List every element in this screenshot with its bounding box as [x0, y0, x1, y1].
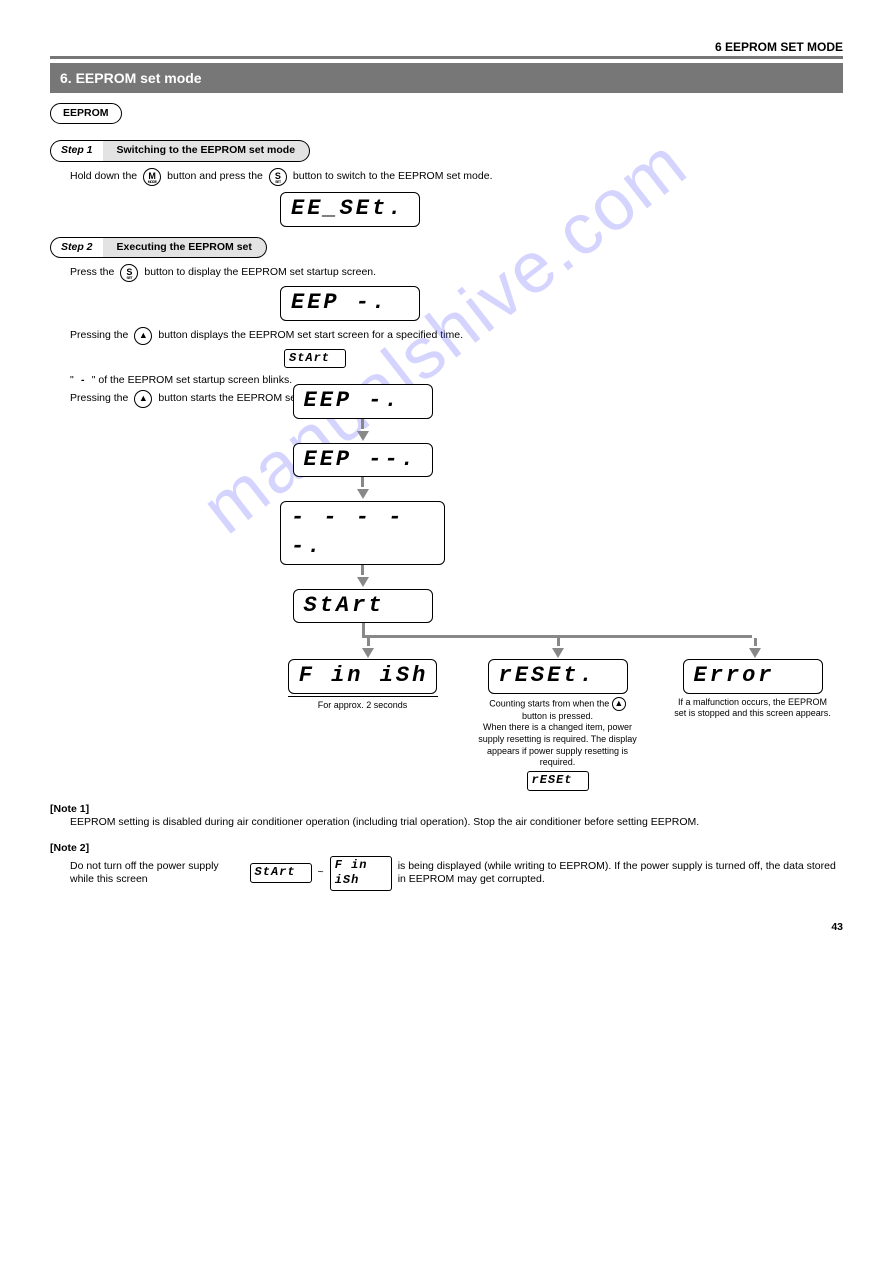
- lcd-error: Error: [683, 659, 823, 694]
- lcd-flow-b: EEP --.: [293, 443, 433, 478]
- step1-label: Switching to the EEPROM set mode: [103, 140, 311, 162]
- lcd-flow-a: EEP -.: [293, 384, 433, 419]
- step2-line2: Pressing the button displays the EEPROM …: [70, 327, 843, 345]
- step1-number: Step 1: [50, 140, 103, 162]
- text: button to display the EEPROM set startup…: [144, 266, 376, 280]
- dash-icon: -: [80, 374, 86, 388]
- step1-header: Step 1 Switching to the EEPROM set mode: [50, 140, 843, 162]
- text: button displays the EEPROM set start scr…: [158, 329, 463, 343]
- page-number: 43: [50, 921, 843, 935]
- text: ": [70, 374, 74, 388]
- lcd-display-small: StArt: [284, 349, 346, 369]
- text: " of the EEPROM set startup screen blink…: [92, 374, 292, 388]
- up-button-icon: [134, 327, 152, 345]
- caption-reset: Counting starts from when the button is …: [478, 697, 638, 769]
- text: button and press the: [167, 170, 263, 184]
- text: Pressing the: [70, 392, 128, 406]
- step2-header: Step 2 Executing the EEPROM set: [50, 237, 843, 259]
- step2-line1: Press the SSET button to display the EEP…: [70, 264, 843, 282]
- set-button-icon: SSET: [120, 264, 138, 282]
- note2-body: Do not turn off the power supply while t…: [70, 856, 843, 891]
- lcd-display: EE_SEt.: [280, 192, 420, 227]
- lcd-start-small: StArt: [250, 863, 312, 883]
- lcd-finish-small: F in iSh: [330, 856, 392, 891]
- header-divider: [50, 56, 843, 59]
- text: button to switch to the EEPROM set mode.: [293, 170, 493, 184]
- set-button-icon: SSET: [269, 168, 287, 186]
- lcd-flow-d: StArt: [293, 589, 433, 624]
- note2-title: [Note 2]: [50, 842, 843, 856]
- note1-title: [Note 1]: [50, 803, 843, 817]
- step1-instruction: Hold down the MMODE button and press the…: [70, 168, 843, 186]
- mode-button-icon: MMODE: [143, 168, 161, 186]
- lcd-reset: rESEt.: [488, 659, 628, 694]
- lcd-finish: F in iSh: [288, 659, 438, 694]
- note1-body: EEPROM setting is disabled during air co…: [70, 816, 843, 830]
- caption-finish: For approx. 2 seconds: [318, 700, 408, 712]
- section-title: 6. EEPROM set mode: [50, 63, 843, 93]
- lcd-flow-c: - - - - -.: [280, 501, 445, 564]
- text: Hold down the: [70, 170, 137, 184]
- up-button-icon: [134, 390, 152, 408]
- flow-results-row: F in iSh For approx. 2 seconds rESEt. Co…: [280, 659, 843, 791]
- step2-label: Executing the EEPROM set: [103, 237, 267, 259]
- caption-error: If a malfunction occurs, the EEPROM set …: [673, 697, 833, 720]
- text: Pressing the: [70, 329, 128, 343]
- eeprom-label: EEPROM: [50, 103, 122, 125]
- up-button-icon: [612, 697, 626, 711]
- text: Press the: [70, 266, 114, 280]
- header-right: 6 EEPROM SET MODE: [50, 40, 843, 56]
- lcd-display: EEP -.: [280, 286, 420, 321]
- step2-number: Step 2: [50, 237, 103, 259]
- lcd-reset-small: rESEt: [527, 771, 589, 791]
